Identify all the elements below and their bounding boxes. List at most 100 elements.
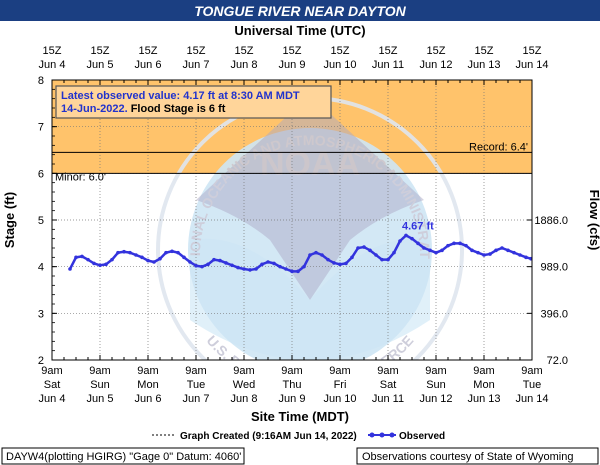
observed-point	[422, 246, 426, 250]
top-tick-date: Jun 14	[515, 59, 548, 71]
observed-point	[152, 260, 156, 264]
legend: Graph Created (9:16AM Jun 14, 2022) Obse…	[152, 431, 445, 442]
observed-point	[86, 257, 90, 262]
observed-point	[242, 267, 246, 271]
threshold-lines: Minor: 6.0' Record: 6.4'	[52, 141, 532, 183]
bottom-tick-time: 9am	[137, 365, 158, 377]
bottom-tick-day: Fri	[334, 379, 347, 391]
top-tick-date: Jun 12	[419, 59, 452, 71]
observed-point	[260, 262, 264, 267]
observed-point	[74, 255, 78, 260]
bottom-axis-title: Site Time (MDT)	[251, 409, 349, 424]
bottom-tick-day: Mon	[473, 379, 494, 391]
observed-point	[518, 253, 522, 257]
observed-point	[278, 264, 282, 269]
observed-point	[428, 248, 432, 253]
flood-stage-text: Flood Stage is 6 ft	[131, 103, 226, 115]
observed-point	[188, 260, 192, 264]
right-tick-label: 72.0	[547, 355, 568, 367]
top-tick-time: 15Z	[283, 45, 302, 57]
top-tick-time: 15Z	[379, 45, 398, 57]
observed-point	[248, 268, 252, 272]
observed-point	[440, 248, 444, 253]
left-tick-label: 8	[38, 75, 44, 87]
top-tick-date: Jun 7	[183, 59, 210, 71]
top-tick-date: Jun 4	[39, 59, 66, 71]
right-tick-label: 989.0	[540, 262, 568, 274]
observed-point	[164, 250, 168, 255]
left-tick-label: 2	[38, 355, 44, 367]
top-tick-time: 15Z	[139, 45, 158, 57]
observed-point	[134, 253, 138, 257]
observed-point	[128, 250, 132, 255]
observed-point	[476, 250, 480, 255]
observed-point	[272, 261, 276, 266]
bottom-tick-date: Jun 5	[87, 393, 114, 405]
observed-point	[146, 258, 150, 263]
observed-point	[470, 248, 474, 253]
observed-point	[326, 257, 330, 262]
observed-point	[464, 243, 468, 248]
left-axis-title: Stage (ft)	[2, 192, 17, 248]
observed-point	[218, 258, 222, 263]
observed-point	[524, 255, 528, 260]
observed-point	[398, 239, 402, 243]
bottom-tick-date: Jun 7	[183, 393, 210, 405]
observed-point	[392, 250, 396, 255]
observed-point	[434, 250, 438, 255]
series-layer: 4.67 ft	[68, 220, 532, 274]
left-tick-label: 7	[38, 122, 44, 134]
observed-point	[458, 241, 462, 246]
bottom-tick-time: 9am	[233, 365, 254, 377]
left-tick-label: 4	[38, 262, 44, 274]
bottom-tick-day: Mon	[137, 379, 158, 391]
threshold-label: Record: 6.4'	[469, 141, 528, 153]
bottom-tick-time: 9am	[281, 365, 302, 377]
top-tick-date: Jun 13	[467, 59, 500, 71]
bottom-tick-day: Tue	[187, 379, 206, 391]
observed-point	[482, 253, 486, 257]
peak-value-label: 4.67 ft	[402, 220, 434, 232]
observed-point	[344, 261, 348, 266]
footer-credit: Observations courtesy of State of Wyomin…	[362, 451, 573, 463]
latest-value-box: Latest observed value: 4.17 ft at 8:30 A…	[55, 85, 332, 119]
top-tick-date: Jun 5	[87, 59, 114, 71]
top-tick-time: 15Z	[187, 45, 206, 57]
observed-point	[338, 262, 342, 267]
bottom-tick-date: Jun 13	[467, 393, 500, 405]
title-bar	[0, 0, 600, 21]
top-tick-time: 15Z	[427, 45, 446, 57]
bottom-tick-day: Wed	[233, 379, 255, 391]
observed-point	[362, 245, 366, 249]
observed-point	[266, 260, 270, 264]
observed-point	[302, 264, 306, 269]
observed-point	[158, 256, 162, 261]
observed-point	[98, 263, 102, 268]
right-axis-title: Flow (cfs)	[587, 190, 600, 251]
legend-graph-created-label: Graph Created (9:16AM Jun 14, 2022)	[180, 431, 357, 442]
left-tick-label: 6	[38, 168, 44, 180]
footer-right-box	[356, 447, 599, 465]
noaa-center-text: NOAA	[260, 145, 360, 183]
observed-point	[236, 265, 240, 270]
observed-point	[116, 250, 120, 255]
observed-point	[104, 262, 108, 267]
observed-point	[254, 267, 258, 271]
observed-point	[230, 263, 234, 268]
bottom-tick-time: 9am	[41, 365, 62, 377]
bottom-tick-day: Sat	[380, 379, 397, 391]
bottom-tick-day: Tue	[523, 379, 542, 391]
observed-point	[386, 257, 390, 262]
observed-point	[494, 248, 498, 253]
observed-point	[452, 241, 456, 246]
observed-point	[350, 255, 354, 260]
observed-point	[92, 261, 96, 266]
observed-point	[308, 253, 312, 257]
latest-value-line1: Latest observed value: 4.17 ft at 8:30 A…	[61, 90, 300, 102]
observed-point	[356, 246, 360, 250]
bottom-tick-day: Sat	[44, 379, 61, 391]
threshold-label: Minor: 6.0'	[55, 171, 106, 183]
bottom-tick-date: Jun 11	[372, 393, 404, 405]
observed-point	[320, 253, 324, 257]
bottom-tick-time: 9am	[425, 365, 446, 377]
